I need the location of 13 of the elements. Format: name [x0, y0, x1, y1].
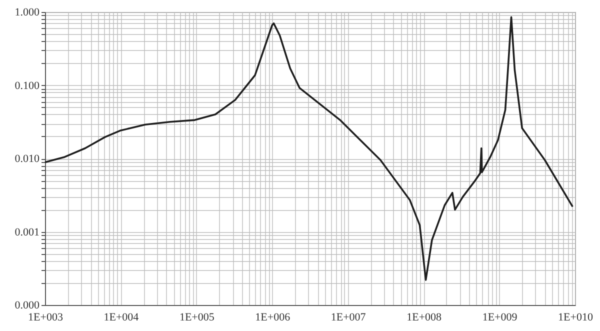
x-tick-label: 1E+010: [558, 312, 594, 324]
y-tick-label: 0.001: [14, 226, 40, 238]
x-tick-label: 1E+003: [28, 312, 64, 324]
x-tick-label: 1E+008: [406, 312, 442, 324]
x-tick-label: 1E+007: [330, 312, 366, 324]
x-tick-label: 1E+005: [179, 312, 215, 324]
y-tick-label: 0.100: [14, 80, 40, 92]
x-tick-label: 1E+006: [255, 312, 291, 324]
x-tick-label: 1E+004: [104, 312, 140, 324]
y-tick-label: 0.000: [14, 300, 40, 312]
y-tick-label: 1.000: [14, 6, 40, 18]
y-tick-label: 0.010: [14, 153, 40, 165]
x-tick-label: 1E+009: [482, 312, 518, 324]
